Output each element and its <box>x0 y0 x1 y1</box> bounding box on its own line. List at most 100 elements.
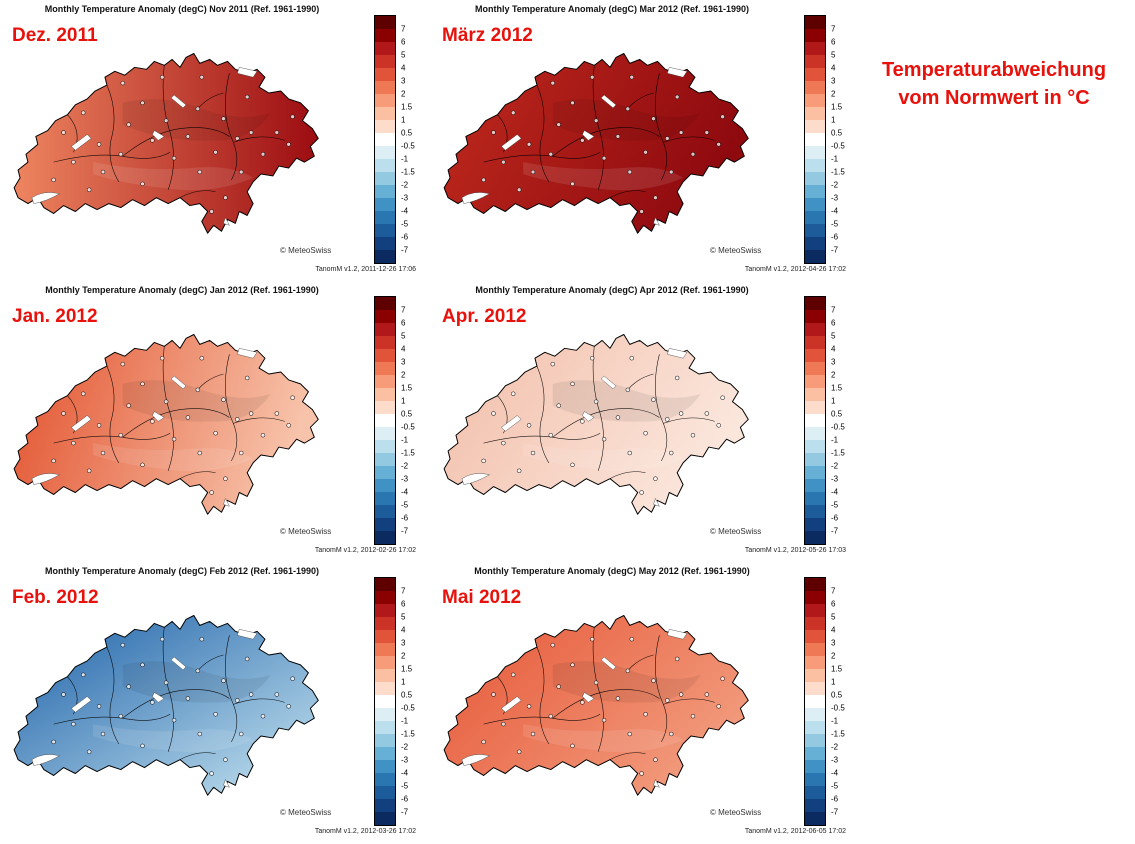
colorbar-segment <box>805 453 825 466</box>
colorbar-segment <box>805 669 825 682</box>
colorbar-segment <box>375 466 395 479</box>
colorbar-segment <box>805 42 825 55</box>
colorbar-segment <box>375 440 395 453</box>
colorbar-segment <box>805 250 825 263</box>
colorbar-tick-label: 1 <box>401 396 406 406</box>
colorbar-segment <box>805 159 825 172</box>
colorbar-segment <box>375 362 395 375</box>
colorbar-segment <box>805 297 825 310</box>
colorbar-segment <box>375 734 395 747</box>
colorbar-segment <box>805 362 825 375</box>
colorbar-tick-label: -4 <box>831 487 839 497</box>
colorbar-tick-label: -2 <box>831 461 839 471</box>
colorbar-segment <box>375 388 395 401</box>
colorbar-tick-label: 4 <box>831 63 836 73</box>
colorbar-segment <box>375 68 395 81</box>
colorbar-segment <box>375 159 395 172</box>
colorbar-segment <box>375 146 395 159</box>
colorbar-tick-label: 1.5 <box>401 102 413 112</box>
colorbar-segment <box>805 695 825 708</box>
colorbar-segment <box>375 29 395 42</box>
colorbar-segment <box>805 734 825 747</box>
month-label: Apr. 2012 <box>442 306 527 327</box>
colorbar: 7 6 5 4 3 2 1.5 1 0.5 -0.5 -1 -1.5 -2 -3 -4 -5 -6 -7 <box>374 577 415 826</box>
colorbar-segment <box>375 747 395 760</box>
colorbar-segment <box>375 414 395 427</box>
month-label: Feb. 2012 <box>12 587 99 608</box>
colorbar-tick-label: -1.5 <box>401 167 415 177</box>
switzerland-anomaly-map <box>13 53 319 234</box>
colorbar-segment <box>805 349 825 362</box>
colorbar-segment <box>375 708 395 721</box>
colorbar-segment <box>805 323 825 336</box>
colorbar-tick-label: -4 <box>401 768 409 778</box>
colorbar-segment <box>805 94 825 107</box>
colorbar-segment <box>805 401 825 414</box>
colorbar-tick-label: 7 <box>401 24 406 34</box>
colorbar-segment <box>805 146 825 159</box>
colorbar-segment <box>805 414 825 427</box>
colorbar-tick-label: 6 <box>831 599 836 609</box>
colorbar-tick-label: 1 <box>401 115 406 125</box>
colorbar-tick-label: -6 <box>831 513 839 523</box>
colorbar-segment <box>375 310 395 323</box>
colorbar-tick-label: 5 <box>831 612 836 622</box>
colorbar-segment <box>805 518 825 531</box>
colorbar-segment <box>375 427 395 440</box>
version-footer: TanomM v1.2, 2011-12-26 17:06 <box>315 266 416 273</box>
colorbar-tick-label: 5 <box>831 331 836 341</box>
switzerland-anomaly-map <box>443 334 749 515</box>
colorbar-segment <box>375 185 395 198</box>
colorbar-segment <box>805 505 825 518</box>
colorbar-segment <box>805 617 825 630</box>
colorbar-segment <box>375 531 395 544</box>
colorbar-tick-label: -3 <box>401 755 409 765</box>
colorbar-tick-label: 5 <box>831 50 836 60</box>
panel-title: Monthly Temperature Anomaly (degC) Apr 2… <box>475 285 749 295</box>
colorbar-segment <box>375 133 395 146</box>
colorbar-tick-label: -5 <box>831 781 839 791</box>
panel-maerz-2012: Monthly Temperature Anomaly (degC) Mar 2… <box>430 0 860 281</box>
meteoswiss-copyright: © MeteoSwiss <box>280 808 332 817</box>
colorbar-tick-label: 6 <box>831 37 836 47</box>
colorbar-tick-label: 6 <box>831 318 836 328</box>
colorbar-tick-label: -4 <box>831 206 839 216</box>
colorbar-tick-label: 3 <box>831 76 836 86</box>
colorbar-tick-label: 6 <box>401 37 406 47</box>
colorbar-tick-label: -4 <box>401 206 409 216</box>
colorbar-tick-label: 1 <box>831 396 836 406</box>
meteoswiss-copyright: © MeteoSwiss <box>710 246 762 255</box>
colorbar-segment <box>805 578 825 591</box>
colorbar-segment <box>375 656 395 669</box>
colorbar-segment <box>375 237 395 250</box>
colorbar-segment <box>805 211 825 224</box>
colorbar-segment <box>805 799 825 812</box>
colorbar-tick-label: -7 <box>401 526 409 536</box>
colorbar-tick-label: -1.5 <box>831 448 845 458</box>
colorbar-tick-label: 0.5 <box>831 128 843 138</box>
colorbar-segment <box>375 812 395 825</box>
colorbar-tick-label: -2 <box>831 742 839 752</box>
colorbar-tick-label: -6 <box>401 513 409 523</box>
colorbar-tick-label: -2 <box>401 461 409 471</box>
colorbar-segment <box>805 440 825 453</box>
colorbar-tick-label: 6 <box>401 318 406 328</box>
colorbar-segment <box>805 107 825 120</box>
colorbar-tick-label: -1.5 <box>831 167 845 177</box>
colorbar-tick-label: -1 <box>401 716 409 726</box>
colorbar-segment <box>805 388 825 401</box>
colorbar-segment <box>805 172 825 185</box>
panel-title: Monthly Temperature Anomaly (degC) May 2… <box>474 566 750 576</box>
colorbar-tick-label: 0.5 <box>401 128 413 138</box>
colorbar-tick-label: 1.5 <box>831 664 843 674</box>
colorbar-segment <box>805 760 825 773</box>
colorbar-tick-label: 7 <box>401 586 406 596</box>
colorbar: 7 6 5 4 3 2 1.5 1 0.5 -0.5 -1 -1.5 -2 -3 -4 -5 -6 -7 <box>804 577 845 826</box>
colorbar-segment <box>805 55 825 68</box>
month-label: Jan. 2012 <box>12 306 98 327</box>
colorbar-segment <box>375 211 395 224</box>
colorbar-tick-label: 2 <box>401 651 406 661</box>
colorbar-tick-label: 7 <box>831 305 836 315</box>
colorbar-segment <box>375 669 395 682</box>
colorbar-segment <box>805 68 825 81</box>
